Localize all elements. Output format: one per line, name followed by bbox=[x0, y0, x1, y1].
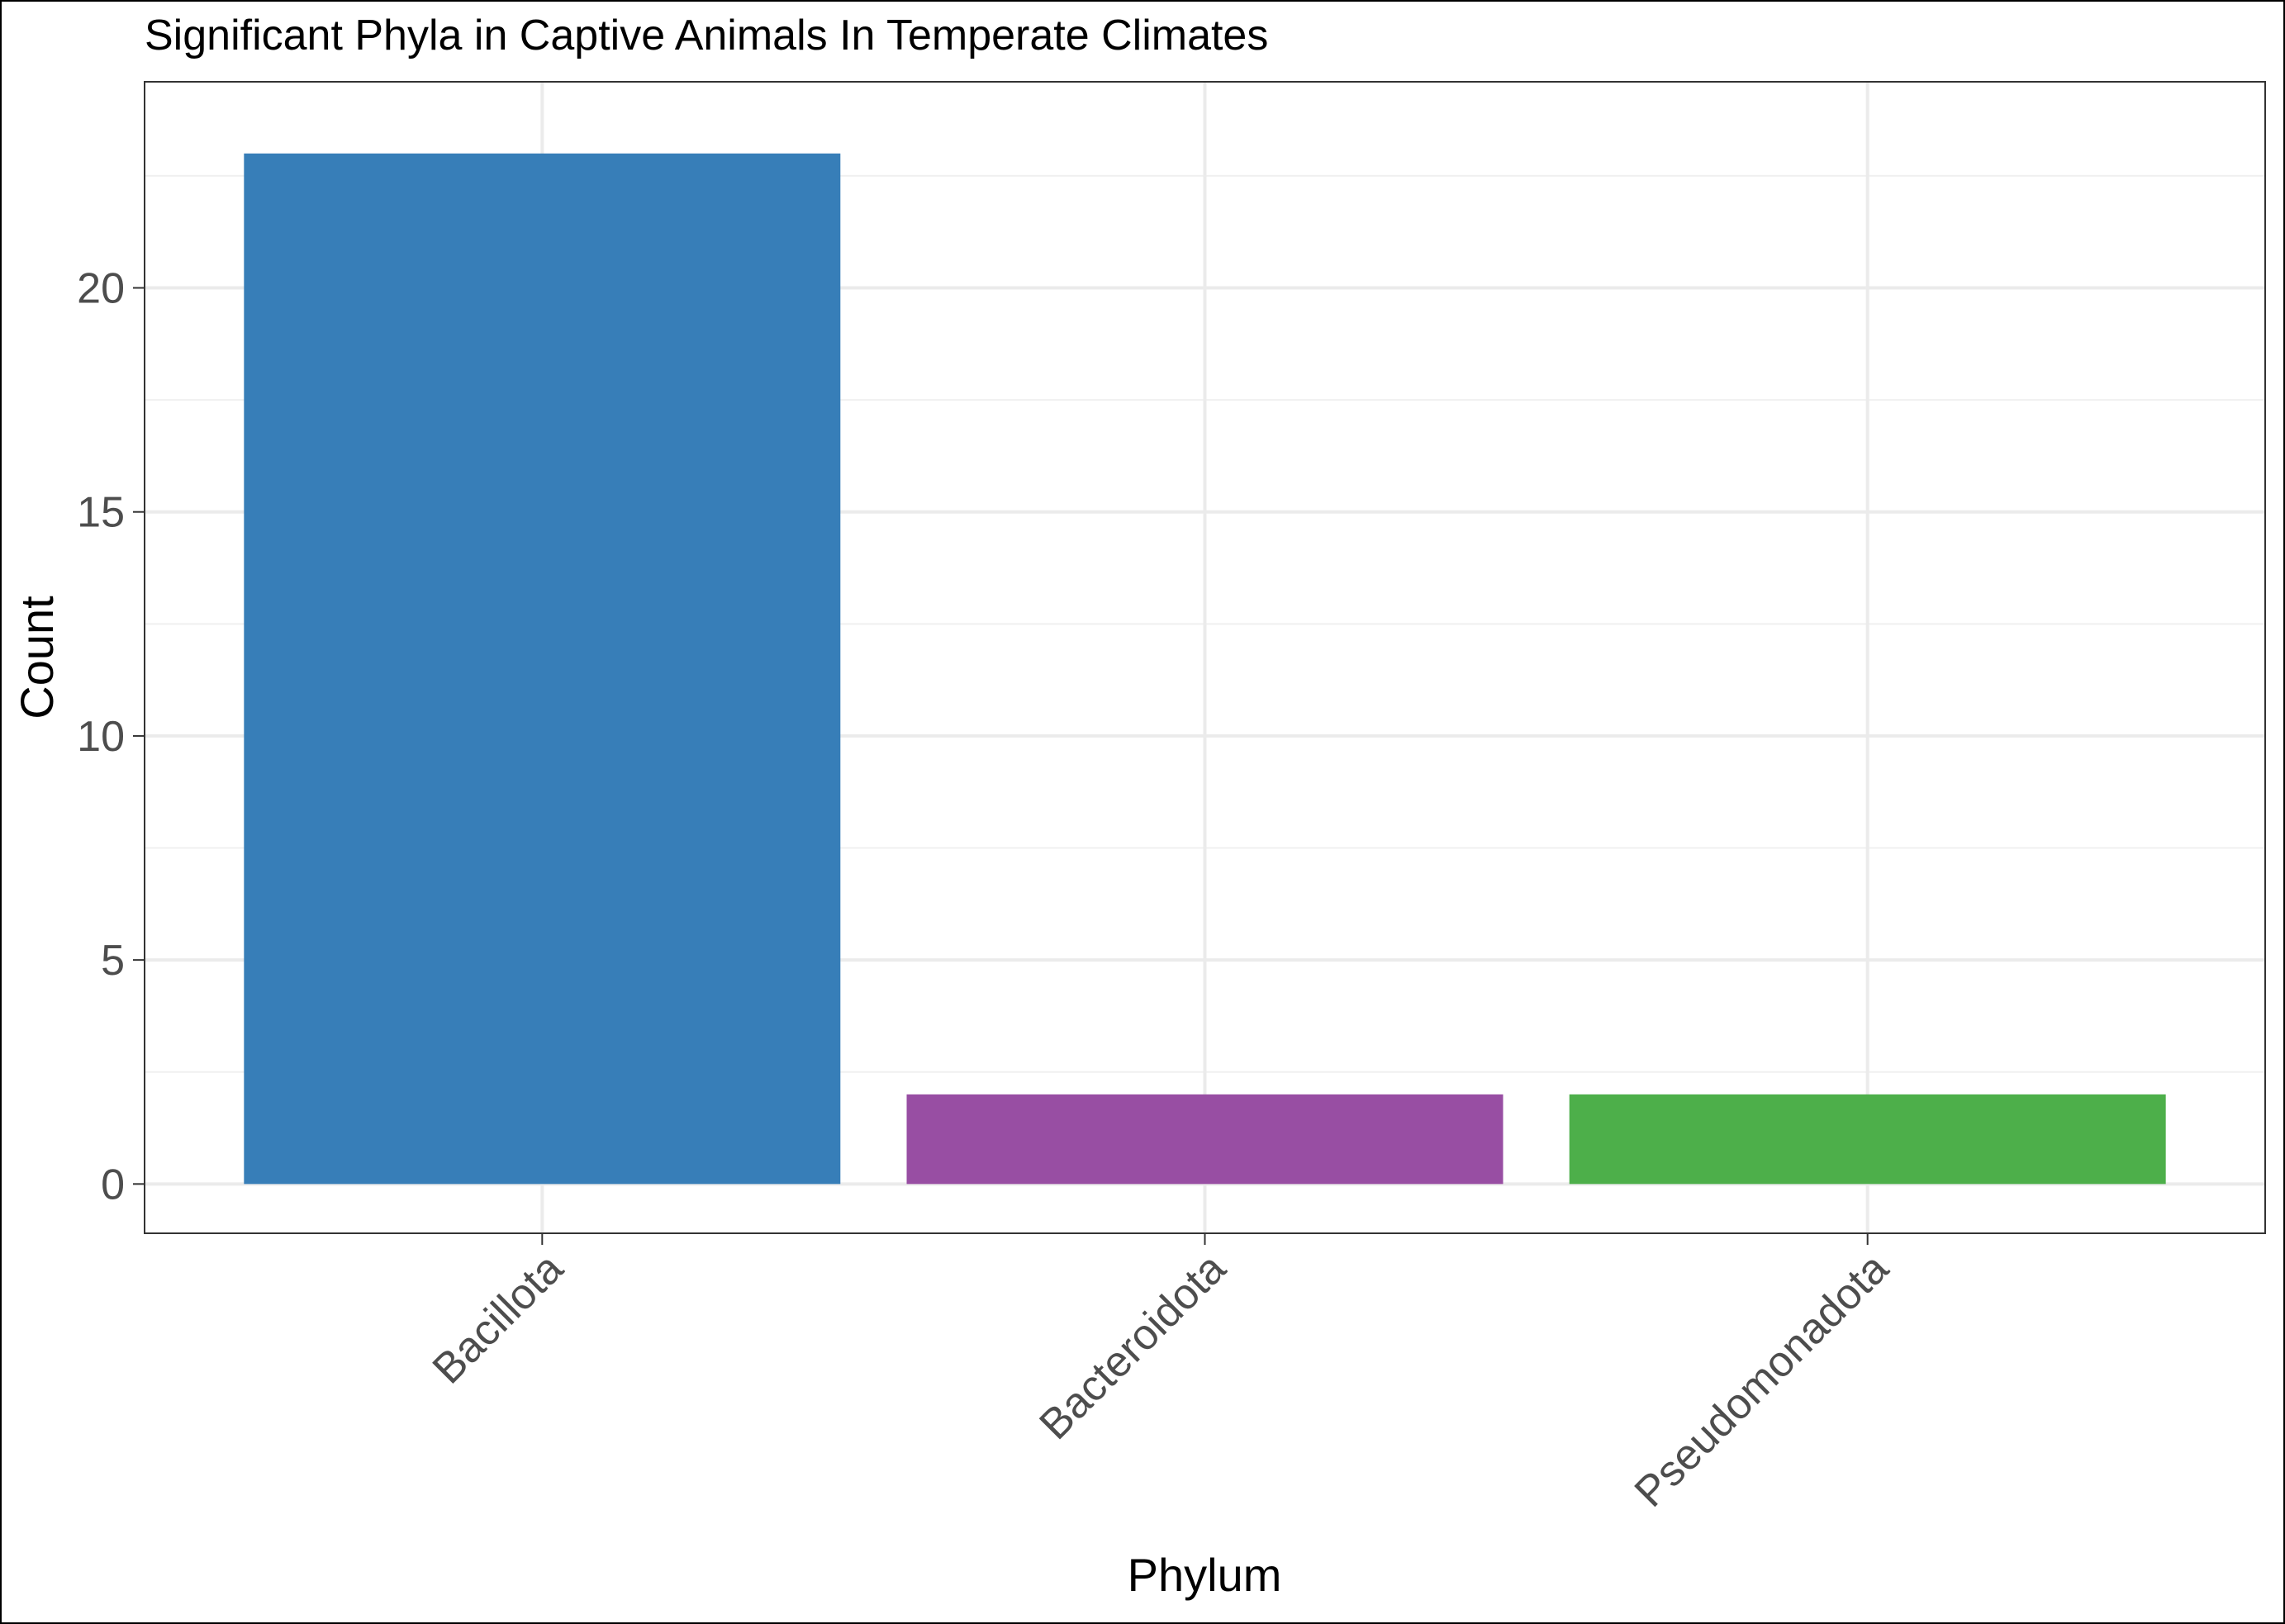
bars bbox=[244, 153, 2166, 1185]
y-tick-label: 5 bbox=[101, 937, 125, 985]
bar-bacillota bbox=[244, 153, 841, 1185]
bar-bacteroidota bbox=[906, 1094, 1504, 1185]
y-axis-title: Count bbox=[11, 596, 63, 719]
y-tick-label: 0 bbox=[101, 1161, 125, 1209]
y-tick-label: 10 bbox=[77, 713, 125, 761]
y-tick-label: 15 bbox=[77, 489, 125, 537]
bar-pseudomonadota bbox=[1569, 1094, 2166, 1185]
x-axis-title: Phylum bbox=[1128, 1549, 1282, 1601]
chart-title: Significant Phyla in Captive Animals In … bbox=[145, 12, 1268, 59]
y-tick-label: 20 bbox=[77, 265, 125, 313]
y-axis: 0 5 10 15 20 bbox=[77, 265, 145, 1209]
